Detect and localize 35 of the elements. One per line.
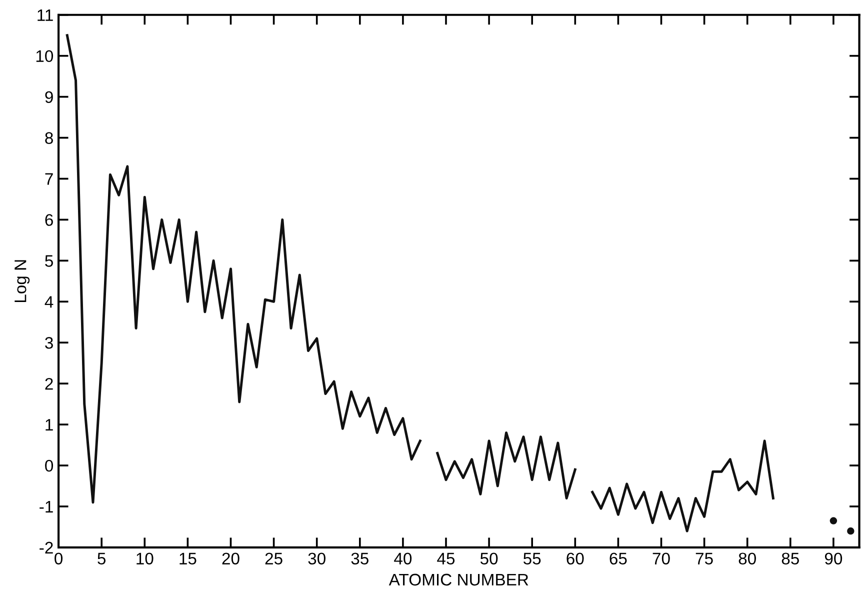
y-tick-label: -2 bbox=[40, 542, 53, 554]
y-tick-label: 8 bbox=[45, 132, 53, 144]
x-tick-label: 50 bbox=[480, 552, 498, 565]
x-tick-label: 10 bbox=[136, 552, 154, 565]
y-tick-label: 7 bbox=[45, 173, 53, 185]
x-tick-label: 30 bbox=[308, 552, 326, 565]
y-tick-label: 1 bbox=[46, 419, 53, 431]
x-tick-label: 0 bbox=[54, 552, 63, 565]
y-tick-label: -1 bbox=[40, 501, 53, 512]
x-tick-label: 65 bbox=[610, 552, 627, 565]
y-tick-label: 9 bbox=[45, 91, 53, 104]
x-tick-label: 70 bbox=[652, 552, 670, 565]
x-tick-label: 40 bbox=[394, 552, 412, 565]
y-tick-label: 10 bbox=[36, 50, 54, 62]
x-tick-label: 80 bbox=[738, 552, 756, 565]
x-tick-label: 55 bbox=[523, 552, 541, 565]
y-tick-label: 5 bbox=[45, 255, 53, 267]
y-axis-title: Log N bbox=[14, 260, 30, 302]
x-tick-label: 20 bbox=[222, 552, 240, 565]
x-tick-label: 45 bbox=[437, 552, 455, 565]
x-tick-label: 15 bbox=[180, 552, 196, 565]
y-tick-label: 0 bbox=[45, 460, 54, 472]
y-tick-label: 2 bbox=[45, 378, 53, 390]
x-tick-label: 90 bbox=[824, 552, 842, 565]
y-tick-label: 3 bbox=[45, 336, 53, 349]
x-tick-label: 75 bbox=[696, 552, 713, 565]
x-axis-title: ATOMIC NUMBER bbox=[388, 574, 528, 586]
x-tick-label: 5 bbox=[98, 552, 106, 565]
y-tick-label: 6 bbox=[45, 214, 53, 226]
y-tick-label: 11 bbox=[38, 9, 53, 21]
y-tick-label: 4 bbox=[44, 296, 54, 308]
x-tick-label: 60 bbox=[566, 552, 584, 565]
x-tick-label: 35 bbox=[351, 552, 368, 565]
x-tick-label: 85 bbox=[782, 552, 799, 565]
x-tick-label: 25 bbox=[265, 552, 282, 565]
